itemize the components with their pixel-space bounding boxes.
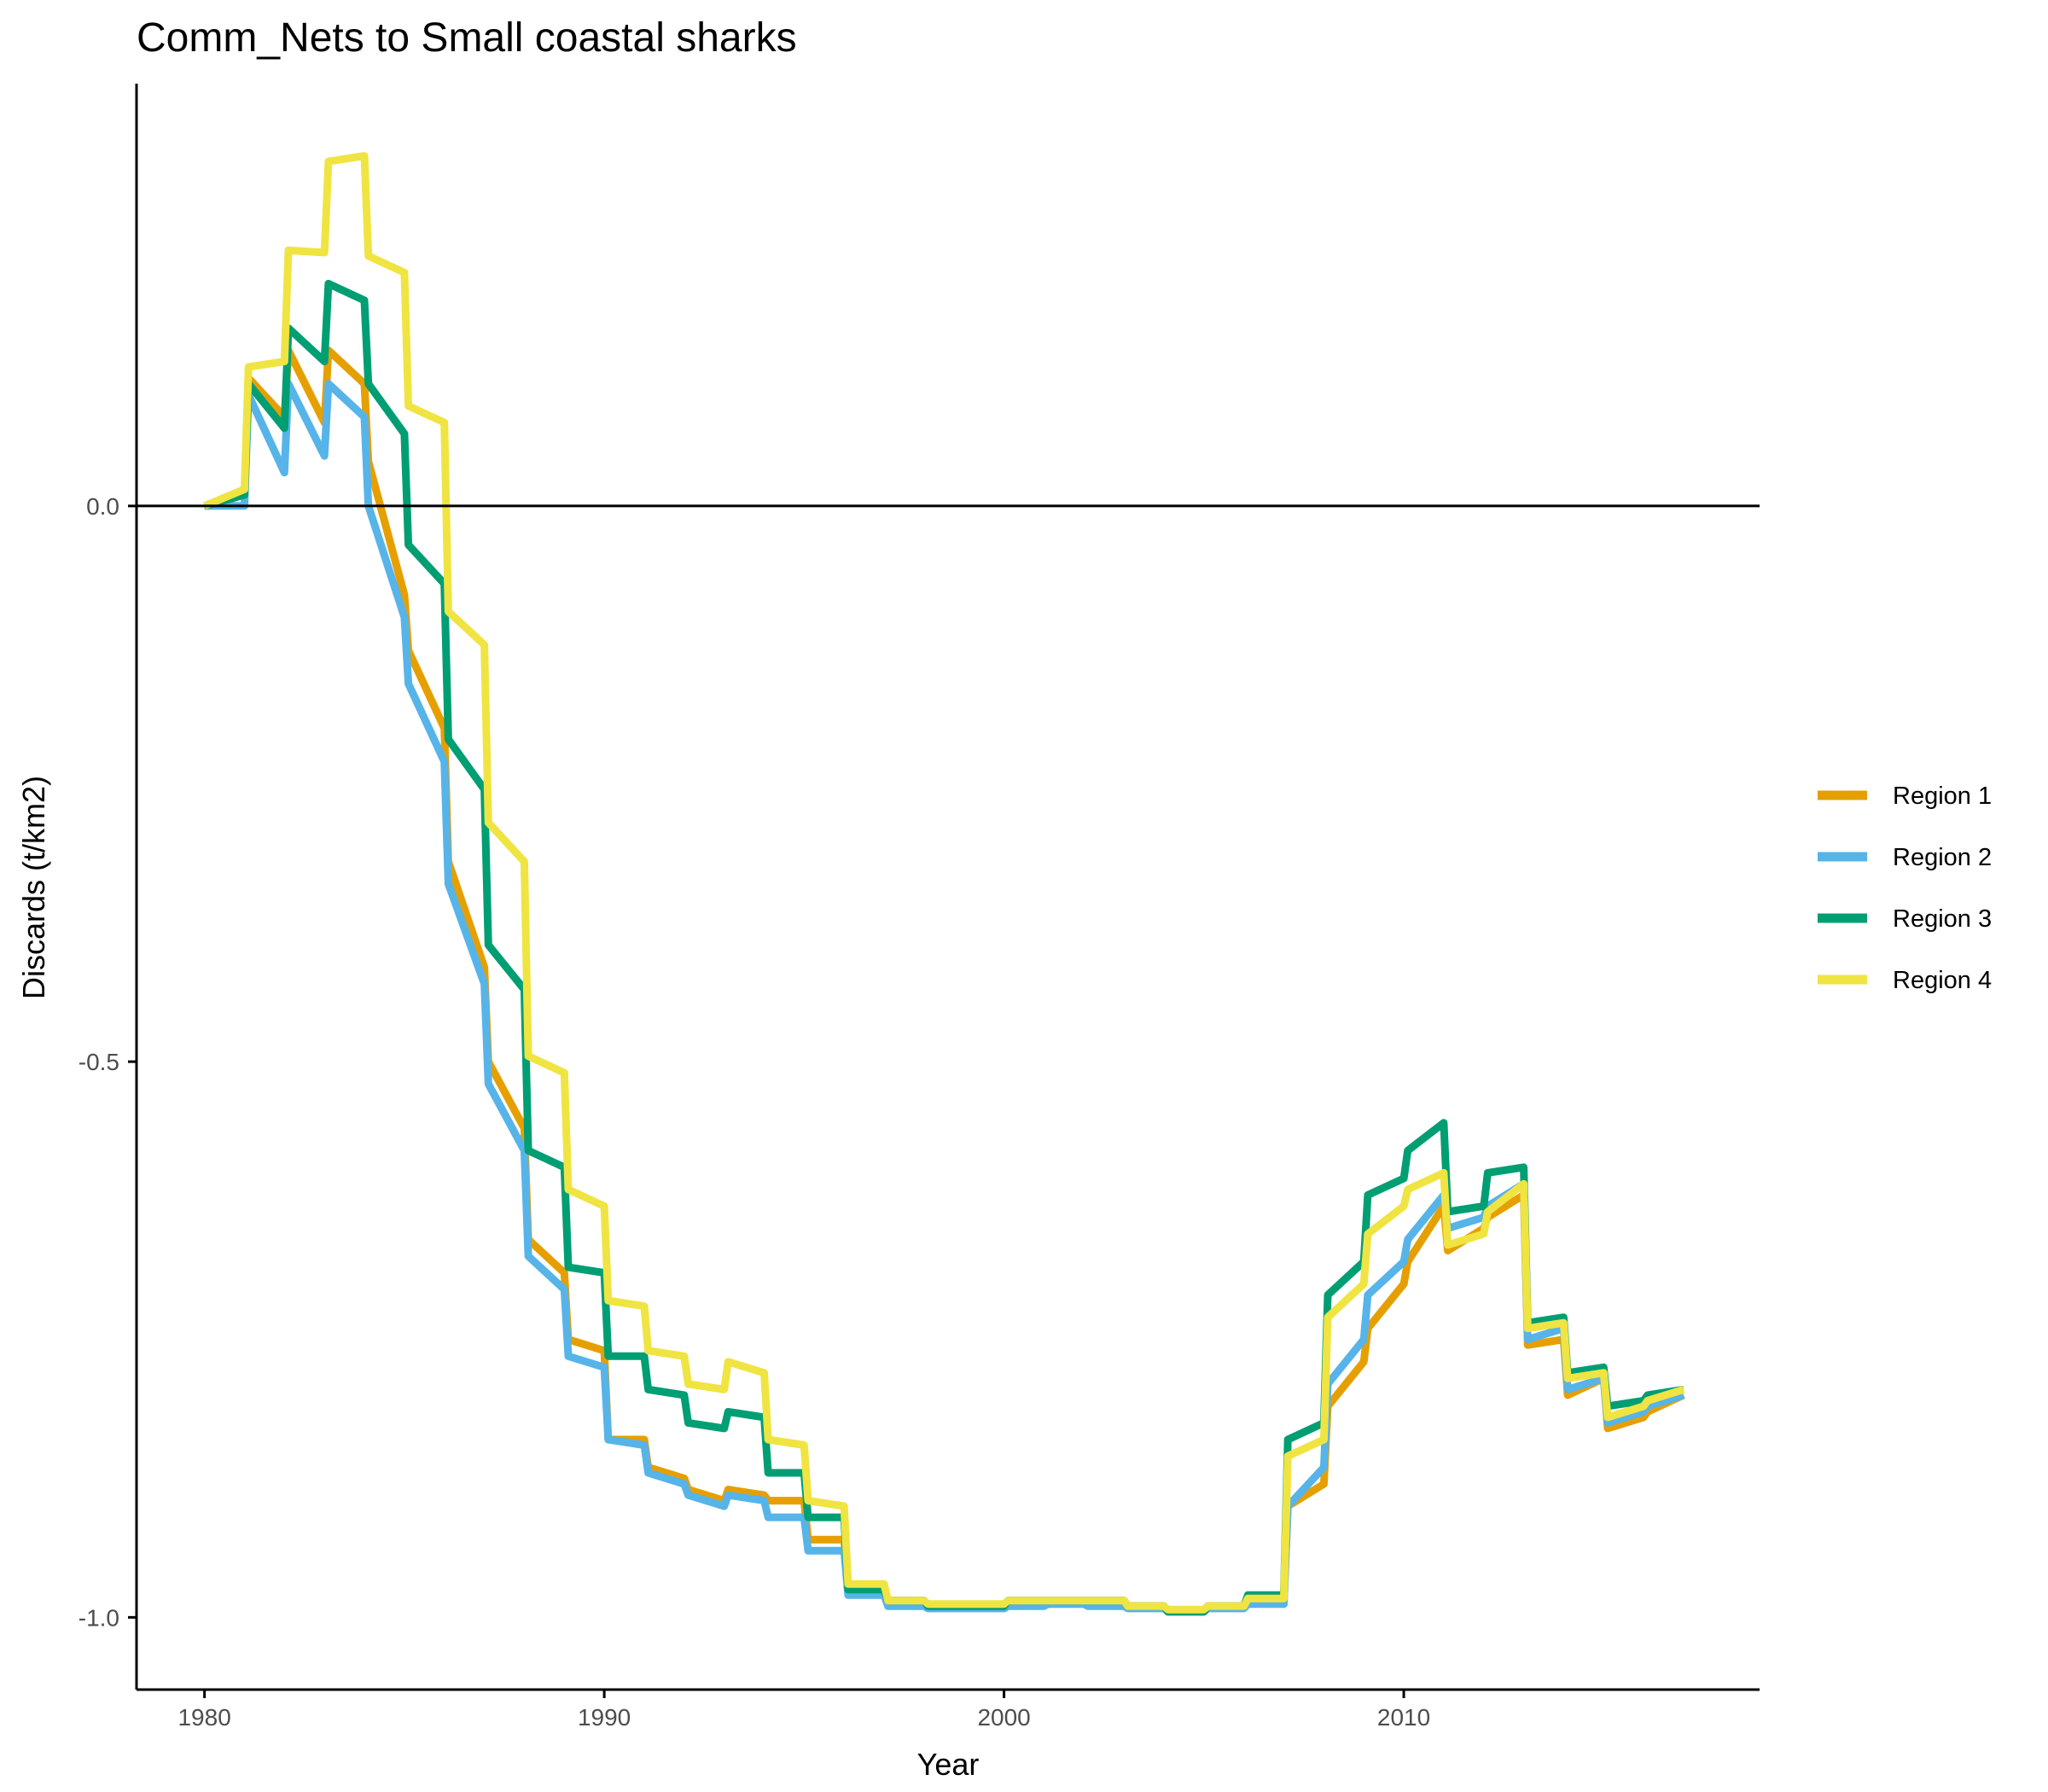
x-tick-label: 2000 [977, 1704, 1030, 1731]
x-axis-label: Year [917, 1747, 980, 1782]
series-line-region-4 [202, 152, 1685, 1614]
x-tick-label: 1980 [177, 1704, 230, 1731]
legend-label-region-4: Region 4 [1893, 967, 1992, 994]
x-axis-ticks: 1980 1990 2000 2010 [177, 1690, 1430, 1731]
x-tick-label: 1990 [578, 1704, 631, 1731]
y-axis-label: Discards (t/km2) [16, 776, 51, 999]
legend: Region 1 Region 2 Region 3 Region 4 [1818, 783, 1992, 994]
y-tick-label: -0.5 [79, 1049, 119, 1075]
y-axis-ticks: 0.0 -0.5 -1.0 [79, 493, 137, 1631]
y-tick-label: 0.0 [86, 493, 119, 520]
x-tick-label: 2010 [1377, 1704, 1430, 1731]
y-tick-label: -1.0 [79, 1604, 119, 1631]
legend-label-region-3: Region 3 [1893, 905, 1992, 933]
legend-label-region-1: Region 1 [1893, 783, 1992, 810]
legend-label-region-2: Region 2 [1893, 844, 1992, 871]
plot-area [202, 152, 1685, 1616]
chart-title: Comm_Nets to Small coastal sharks [137, 15, 797, 61]
